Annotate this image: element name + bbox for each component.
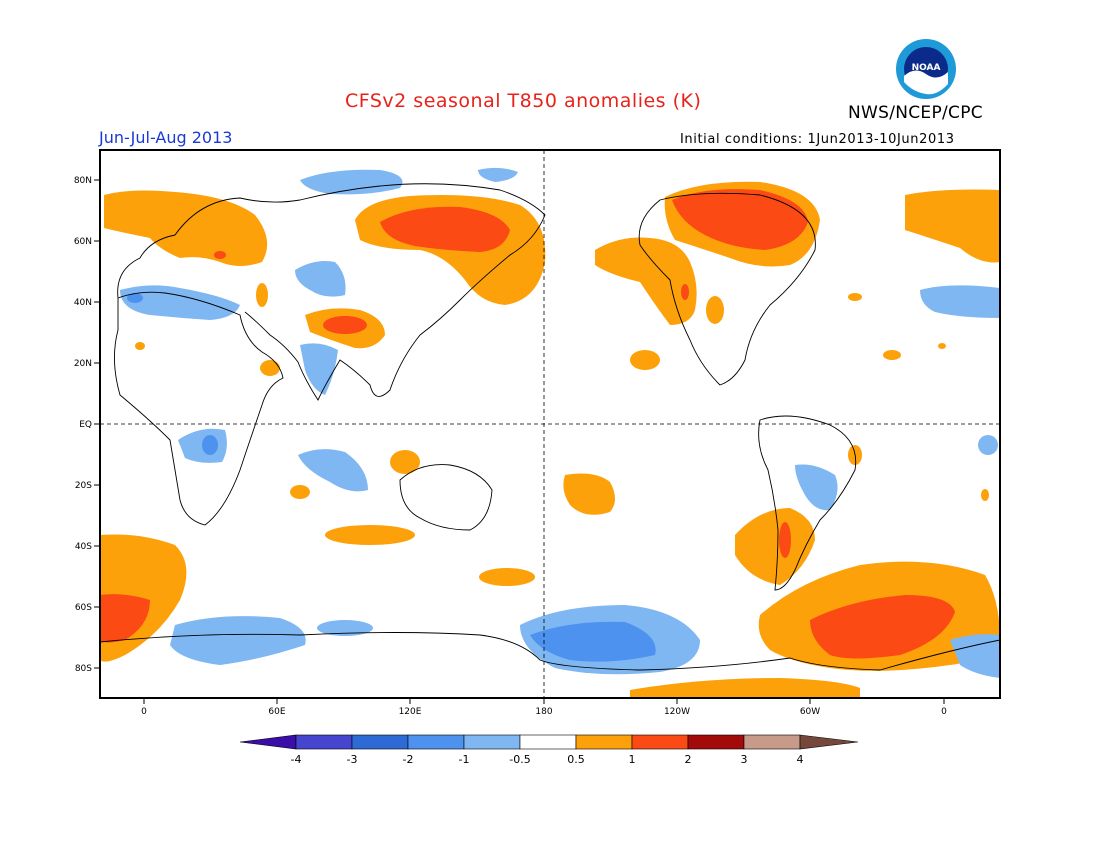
cold-anomaly-mediterranean-right <box>920 285 1000 318</box>
colorbar <box>239 734 859 750</box>
colorbar-cell-below-neg4 <box>239 734 297 750</box>
colorbar-cell-2-3 <box>687 734 745 750</box>
colorbar-cell-3-4 <box>743 734 801 750</box>
latitude-ticks: 80N 60N 40N 20N EQ 20S 40S 60S 80S <box>74 176 100 674</box>
strong-warm-anomaly-siberia <box>380 206 510 252</box>
lat-label-60s: 60S <box>75 603 92 613</box>
warm-anomaly-scandinavia <box>104 190 268 266</box>
lon-label-0-left: 0 <box>141 707 147 717</box>
colorbar-cell-neg2-neg1 <box>407 734 465 750</box>
colorbar-label-3: 3 <box>741 753 748 766</box>
cold-anomaly-indian-ocean <box>298 449 368 492</box>
colorbar-label-2: 2 <box>685 753 692 766</box>
season-label: Jun-Jul-Aug 2013 <box>99 128 233 147</box>
colorbar-label-neg4: -4 <box>291 753 302 766</box>
longitude-ticks: 0 60E 120E 180 120W 60W 0 <box>141 698 947 717</box>
strong-warm-anomaly-canada <box>672 189 808 250</box>
noaa-logo: NOAA <box>896 39 956 99</box>
colorbar-cell-neutral <box>519 734 577 750</box>
lat-label-20n: 20N <box>74 359 92 369</box>
lat-label-60n: 60N <box>74 237 92 247</box>
colorbar-label-neg2: -2 <box>403 753 414 766</box>
lon-label-120w: 120W <box>664 707 690 717</box>
warm-anomaly-scandinavia-right <box>905 189 1000 263</box>
cold-anomaly-antarctic-indian <box>170 616 306 665</box>
colorbar-label-05: 0.5 <box>567 753 585 766</box>
lat-label-20s: 20S <box>75 481 92 491</box>
lon-label-180: 180 <box>535 707 552 717</box>
lon-label-0-right: 0 <box>941 707 947 717</box>
noaa-logo-text: NOAA <box>912 63 941 73</box>
coastline-africa <box>113 291 284 526</box>
colorbar-label-4: 4 <box>797 753 804 766</box>
coastline-eurasia <box>117 183 546 401</box>
lat-label-80s: 80S <box>75 664 92 674</box>
colorbar-labels: -4 -3 -2 -1 -0.5 0.5 1 2 3 4 <box>291 753 804 766</box>
coastline-australia <box>399 464 493 531</box>
colorbar-cell-above-4 <box>799 734 859 750</box>
colorbar-label-neg1: -1 <box>459 753 470 766</box>
coastline-north-america <box>638 192 816 386</box>
coastline-south-america <box>758 415 857 591</box>
colorbar-label-neg05: -0.5 <box>509 753 530 766</box>
lon-label-120e: 120E <box>399 707 422 717</box>
lon-label-60e: 60E <box>268 707 285 717</box>
strong-warm-anomaly-southern-atlantic-left <box>100 594 150 643</box>
lon-label-60w: 60W <box>800 707 820 717</box>
lat-label-eq: EQ <box>79 420 92 430</box>
coastline-antarctica <box>99 632 1001 671</box>
lat-label-40n: 40N <box>74 298 92 308</box>
lat-label-80n: 80N <box>74 176 92 186</box>
lat-label-40s: 40S <box>75 542 92 552</box>
warm-anomaly-south-pacific <box>563 473 615 515</box>
anomaly-fields <box>100 167 1000 698</box>
colorbar-label-1: 1 <box>629 753 636 766</box>
cold-anomaly-arctic <box>300 169 403 195</box>
coastlines <box>99 183 1001 671</box>
colorbar-label-neg3: -3 <box>347 753 358 766</box>
cold-anomaly-india <box>300 343 338 395</box>
initial-conditions-label: Initial conditions: 1Jun2013-10Jun2013 <box>680 132 955 147</box>
colorbar-cell-neg3-neg2 <box>351 734 409 750</box>
agency-label: NWS/NCEP/CPC <box>848 103 983 123</box>
colorbar-cell-05-1 <box>575 734 633 750</box>
warm-anomaly-west-us <box>595 237 697 325</box>
colorbar-cell-neg1-neg05 <box>463 734 521 750</box>
strong-warm-anomaly-southern-ocean <box>810 595 955 659</box>
colorbar-cell-neg4-neg3 <box>295 734 353 750</box>
noaa-logo-gull <box>904 70 948 95</box>
cold-anomaly-mediterranean <box>120 285 240 320</box>
colorbar-cell-1-2 <box>631 734 689 750</box>
warm-anomaly-south-america <box>735 508 815 585</box>
strong-cold-anomaly-antarctic-pacific <box>530 621 656 662</box>
map-title: CFSv2 seasonal T850 anomalies (K) <box>345 90 702 112</box>
